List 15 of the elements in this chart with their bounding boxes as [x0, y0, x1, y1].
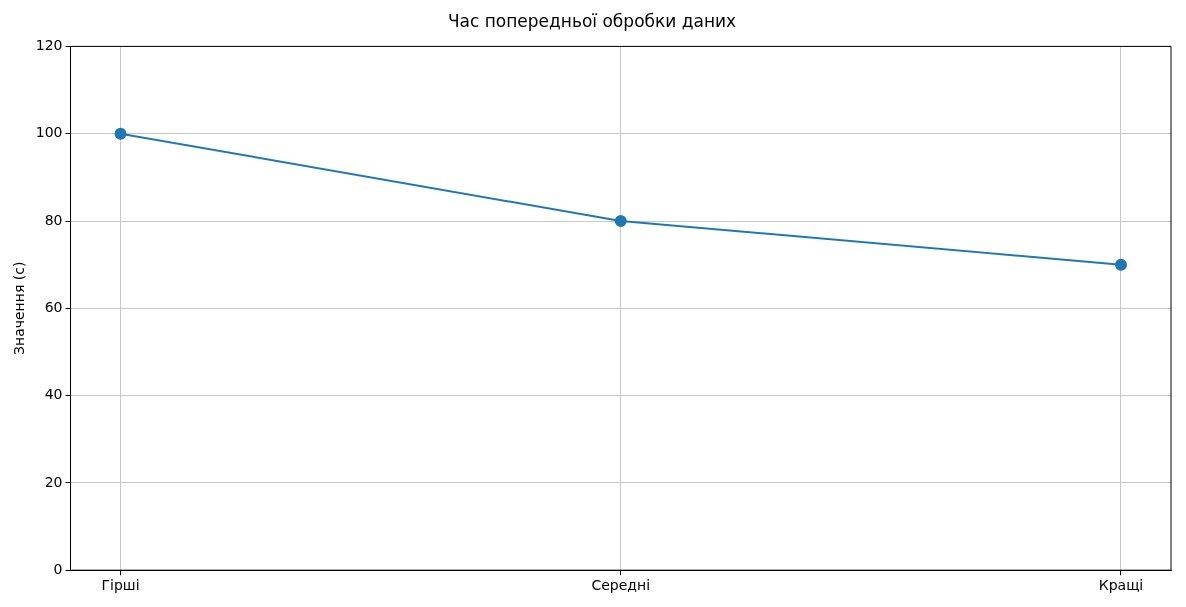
- chart-title: Час попередньої обробки даних: [447, 10, 737, 31]
- y-tick-label: 40: [44, 386, 63, 403]
- y-tick-label: 60: [44, 298, 63, 315]
- y-tick-label: 100: [35, 124, 63, 141]
- y-tick-label: 20: [44, 473, 63, 490]
- y-tick-label: 120: [35, 37, 63, 54]
- y-tick-label: 0: [53, 560, 63, 577]
- x-tick-label: Кращі: [1098, 577, 1144, 594]
- point: [1114, 258, 1127, 271]
- point: [114, 127, 127, 140]
- x-tick-label: Середні: [591, 577, 651, 594]
- x-tick-label: Гірші: [101, 577, 140, 594]
- y-axis-title: Значення (с): [11, 261, 28, 355]
- y-tick-label: 80: [44, 211, 63, 228]
- point: [614, 215, 627, 227]
